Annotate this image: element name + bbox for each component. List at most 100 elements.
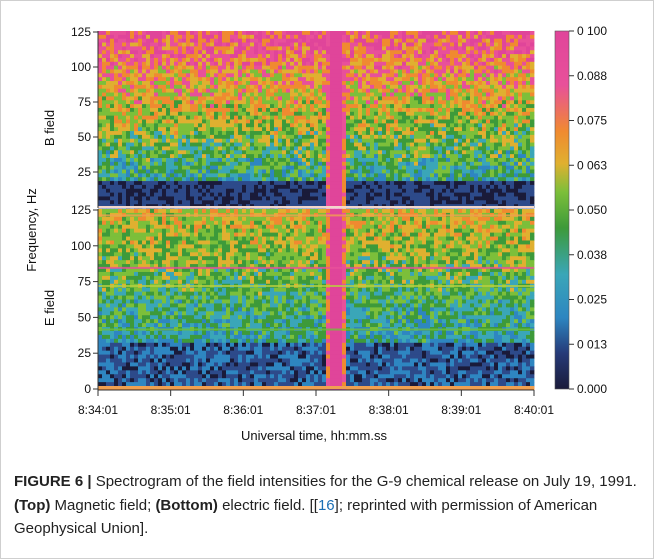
spectrogram-cell (522, 184, 527, 190)
spectrogram-cell (250, 165, 255, 170)
spectrogram-cell (174, 192, 179, 197)
spectrogram-cell (214, 54, 219, 59)
spectrogram-cell (302, 169, 307, 174)
spectrogram-cell (238, 38, 243, 43)
spectrogram-cell (142, 200, 147, 205)
spectrogram-cell (158, 177, 163, 182)
spectrogram-cell (454, 154, 459, 159)
spectrogram-cell (166, 88, 171, 93)
spectrogram-cell (282, 173, 287, 178)
spectrogram-cell (98, 161, 103, 167)
spectrogram-cell (330, 65, 335, 70)
spectrogram-cell (502, 88, 507, 93)
spectrogram-cell (114, 84, 119, 90)
spectrogram-cell (442, 161, 447, 167)
spectrogram-cell (366, 123, 371, 128)
spectrogram-cell (290, 142, 295, 147)
spectrogram-cell (110, 150, 115, 155)
spectrogram-cell (182, 46, 187, 51)
spectrogram-cell (414, 100, 419, 105)
spectrogram-cell (290, 169, 295, 174)
spectrogram-cell (298, 107, 303, 113)
spectrogram-cell (454, 54, 459, 59)
spectrogram-cell (230, 192, 235, 197)
spectrogram-cell (214, 127, 219, 132)
spectrogram-cell (286, 200, 291, 205)
spectrogram-cell (198, 157, 203, 163)
spectrogram-cell (342, 61, 347, 67)
spectrogram-cell (338, 54, 343, 59)
spectrogram-cell (370, 31, 375, 36)
spectrogram-cell (434, 38, 439, 43)
spectrogram-cell (302, 127, 307, 132)
spectrogram-cell (198, 161, 203, 167)
spectrogram-cell (518, 46, 523, 51)
spectrogram-cell (522, 161, 527, 167)
spectrogram-cell (338, 157, 343, 163)
spectrogram-cell (462, 200, 467, 205)
spectrogram-cell (106, 150, 111, 155)
spectrogram-cell (326, 104, 331, 109)
spectrogram-cell (490, 38, 495, 43)
spectrogram-cell (178, 184, 183, 190)
spectrogram-cell (498, 134, 503, 140)
spectrogram-cell (374, 154, 379, 159)
spectrogram-cell (146, 42, 151, 47)
spectrogram-cell (186, 42, 191, 47)
spectrogram-cell (370, 111, 375, 117)
spectrogram-cell (242, 34, 247, 40)
spectrogram-cell (310, 42, 315, 47)
spectrogram-cell (146, 69, 151, 74)
spectrogram-cell (510, 38, 515, 43)
spectrogram-cell (238, 192, 243, 197)
spectrogram-cell (418, 57, 423, 63)
spectrogram-cell (282, 115, 287, 120)
spectrogram-cell (130, 111, 135, 117)
spectrogram-cell (474, 123, 479, 128)
spectrogram-cell (334, 169, 339, 174)
spectrogram-cell (466, 46, 471, 51)
spectrogram-cell (126, 96, 131, 101)
spectrogram-cell (494, 111, 499, 117)
spectrogram-cell (462, 188, 467, 194)
spectrogram-cell (262, 111, 267, 117)
spectrogram-cell (350, 38, 355, 43)
spectrogram-cell (318, 127, 323, 132)
spectrogram-cell (430, 119, 435, 124)
spectrogram-cell (318, 65, 323, 70)
spectrogram-cell (158, 150, 163, 155)
spectrogram-cell (498, 100, 503, 105)
spectrogram-cell (410, 96, 415, 101)
spectrogram-cell (318, 146, 323, 151)
spectrogram-cell (458, 81, 463, 86)
spectrogram-cell (394, 154, 399, 159)
spectrogram-cell (426, 142, 431, 147)
spectrogram-cell (210, 138, 215, 143)
spectrogram-cell (530, 31, 535, 36)
spectrogram-cell (166, 123, 171, 128)
spectrogram-cell (114, 73, 119, 78)
spectrogram-cell (130, 92, 135, 97)
spectrogram-cell (294, 65, 299, 70)
spectrogram-cell (258, 107, 263, 113)
spectrogram-cell (466, 119, 471, 124)
spectrogram-cell (182, 104, 187, 109)
spectrogram-cell (262, 200, 267, 205)
spectrogram-cell (162, 69, 167, 74)
spectrogram-cell (174, 50, 179, 55)
spectrogram-cell (526, 127, 531, 132)
spectrogram-cell (238, 115, 243, 120)
spectrogram-cell (102, 165, 107, 170)
spectrogram-cell (342, 192, 347, 197)
spectrogram-cell (266, 134, 271, 140)
spectrogram-cell (98, 111, 103, 117)
spectrogram-cell (230, 131, 235, 136)
spectrogram-cell (478, 157, 483, 163)
spectrogram-cell (118, 196, 123, 201)
spectrogram-cell (350, 104, 355, 109)
spectrogram-cell (490, 111, 495, 117)
spectrogram-cell (106, 154, 111, 159)
spectrogram-cell (182, 81, 187, 86)
spectrogram-cell (222, 138, 227, 143)
spectrogram-cell (274, 69, 279, 74)
